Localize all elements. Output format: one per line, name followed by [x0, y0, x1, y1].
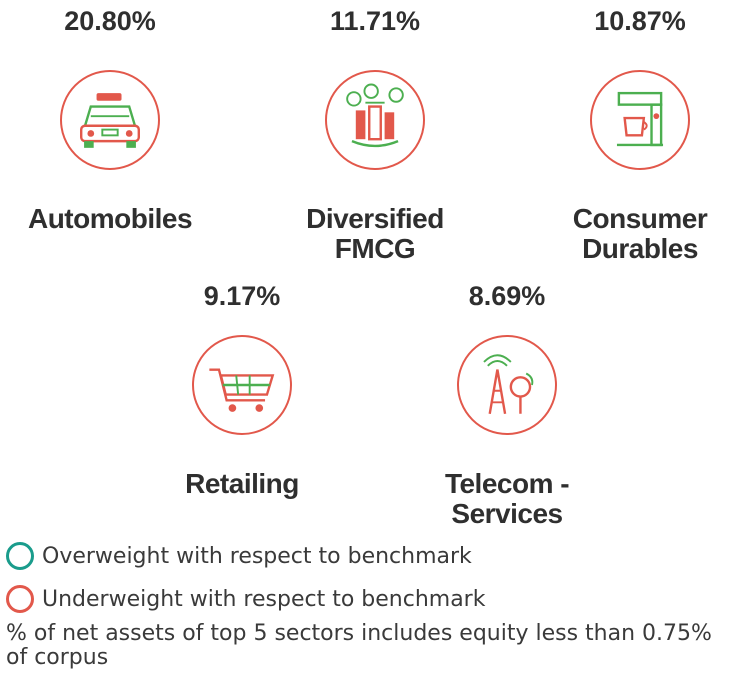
underweight-ring	[590, 70, 690, 170]
sector-percent: 9.17%	[203, 281, 281, 311]
sector-consumer-durables: 10.87% Consumer Durables	[530, 4, 729, 264]
sector-diversified-fmcg: 11.71% Diversified FMCG	[265, 4, 485, 264]
sector-name-line1: Diversified	[306, 203, 444, 234]
footnote: % of net assets of top 5 sectors include…	[6, 621, 712, 670]
sector-name-line1: Automobiles	[27, 203, 193, 234]
sector-telecom-services: 8.69% Telecom - Services	[397, 279, 617, 529]
legend-underweight-label: Underweight with respect to benchmark	[42, 586, 486, 612]
sector-name: Retailing	[132, 469, 352, 499]
sector-name: Telecom - Services	[397, 469, 617, 529]
fmcg-products-icon	[346, 83, 404, 148]
sector-percent: 8.69%	[468, 281, 546, 311]
sector-percent: 20.80%	[64, 6, 156, 36]
coffee-machine-icon	[616, 91, 664, 147]
sector-name: Consumer Durables	[530, 204, 729, 264]
sector-name-line2: FMCG	[334, 233, 416, 264]
underweight-ring	[60, 70, 160, 170]
sector-automobiles: 20.80% Automobiles	[0, 4, 220, 234]
sector-name-line1: Consumer	[572, 203, 708, 234]
underweight-ring	[457, 335, 557, 435]
car-icon	[80, 93, 140, 148]
legend-underweight: Underweight with respect to benchmark	[6, 582, 485, 616]
underweight-circle-icon	[6, 585, 34, 613]
sector-retailing: 9.17% Retailing	[132, 279, 352, 499]
sector-name-line1: Retailing	[185, 468, 299, 499]
shopping-cart-icon	[209, 368, 275, 412]
sector-name-line2: Services	[451, 498, 563, 529]
legend-overweight: Overweight with respect to benchmark	[6, 539, 472, 573]
sector-name: Automobiles	[0, 204, 220, 234]
telecom-tower-icon	[483, 354, 534, 415]
legend-overweight-label: Overweight with respect to benchmark	[42, 543, 472, 569]
underweight-ring	[325, 70, 425, 170]
sector-percent: 10.87%	[594, 6, 686, 36]
underweight-ring	[192, 335, 292, 435]
sector-percent: 11.71%	[329, 6, 421, 36]
sector-name: Diversified FMCG	[265, 204, 485, 264]
sector-name-line1: Telecom -	[444, 468, 570, 499]
overweight-circle-icon	[6, 542, 34, 570]
sector-name-line2: Durables	[582, 233, 698, 264]
